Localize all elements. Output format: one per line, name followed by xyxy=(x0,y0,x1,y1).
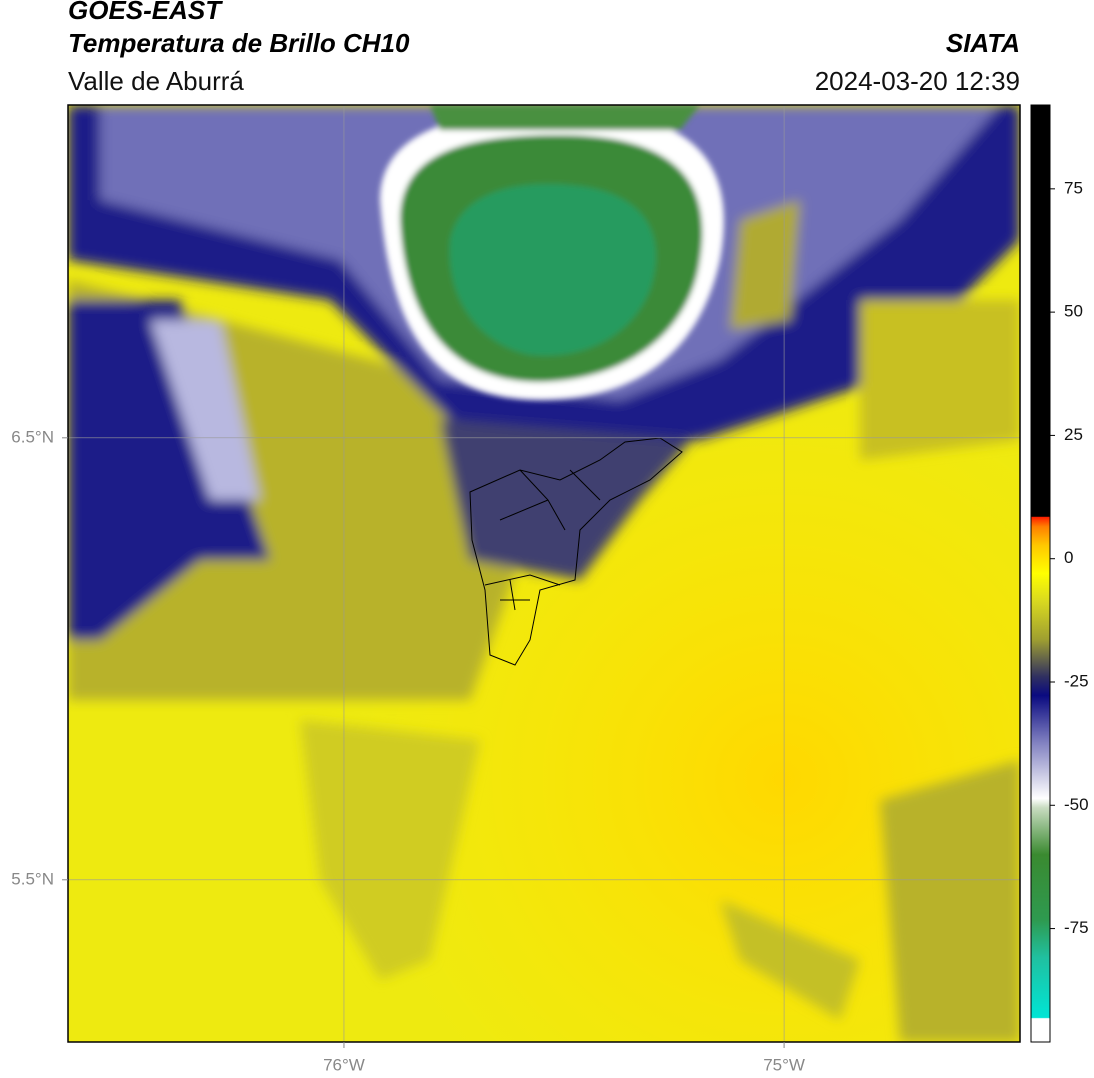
source: SIATA xyxy=(946,28,1020,58)
municipal-boundaries xyxy=(484,469,601,611)
colorbar-tick-label: 0 xyxy=(1064,548,1073,567)
datetime: 2024-03-20 12:39 xyxy=(815,66,1020,96)
y-tick-label: 6.5°N xyxy=(11,427,54,446)
product: Temperatura de Brillo CH10 xyxy=(68,28,410,58)
region: Valle de Aburrá xyxy=(68,66,244,96)
colorbar-tick-label: -25 xyxy=(1064,671,1089,690)
colorbar-tick-label: -75 xyxy=(1064,918,1089,937)
colorbar-tick-label: -50 xyxy=(1064,795,1089,814)
map-frame xyxy=(67,104,1021,1043)
x-tick-label: 76°W xyxy=(323,1055,365,1074)
satellite-image xyxy=(68,105,1020,1042)
colorbar-tick-label: 50 xyxy=(1064,302,1083,321)
municipal-boundaries xyxy=(469,437,683,666)
colorbar-tick-label: 25 xyxy=(1064,425,1083,444)
satellite: GOES-EAST xyxy=(68,0,223,25)
y-tick-label: 5.5°N xyxy=(11,869,54,888)
colorbar xyxy=(1030,104,1051,1043)
x-tick-label: 75°W xyxy=(763,1055,805,1074)
colorbar-tick-label: 75 xyxy=(1064,178,1083,197)
